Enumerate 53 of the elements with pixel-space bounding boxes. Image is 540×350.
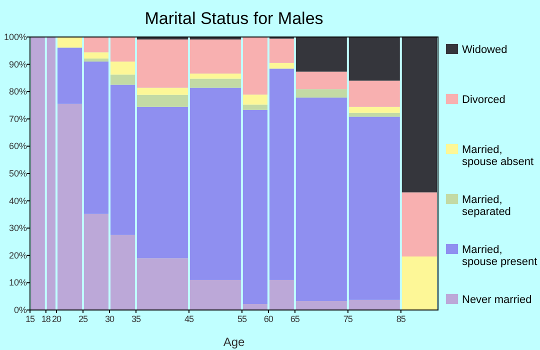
chart-title: Marital Status for Males: [144, 9, 324, 28]
y-tick-label: 50%: [8, 168, 27, 178]
x-axis-title: Age: [223, 335, 245, 349]
y-tick-label: 0%: [14, 305, 27, 315]
x-tick-label: 75: [343, 314, 353, 324]
legend-label: Married, spouse absent: [462, 144, 534, 168]
x-tick-label: 35: [131, 314, 141, 324]
x-tick-label: 18: [41, 314, 51, 324]
bar: [110, 62, 135, 75]
bar: [348, 112, 400, 117]
legend-label: Divorced: [462, 94, 506, 106]
bar: [242, 304, 268, 310]
y-tick-label: 10%: [8, 278, 27, 288]
legend-label: Never married: [462, 294, 532, 306]
bar: [57, 104, 82, 310]
bar: [84, 52, 108, 59]
bar: [136, 94, 188, 107]
y-tick-label: 30%: [8, 223, 27, 234]
bar: [84, 62, 108, 214]
bar: [242, 94, 268, 105]
x-tick-label: 55: [237, 314, 247, 324]
y-tick-label: 90%: [8, 59, 27, 70]
y-tick-label: 80%: [8, 86, 27, 97]
x-tick-label: 25: [78, 314, 88, 324]
x-tick-label: 60: [264, 314, 274, 324]
x-tick-label: 65: [290, 314, 300, 324]
bar: [57, 37, 82, 48]
bar: [57, 48, 82, 104]
y-tick-label: 40%: [8, 196, 27, 206]
bar: [296, 89, 347, 98]
y-tick-label: 70%: [8, 114, 27, 124]
bar: [242, 110, 268, 304]
legend-label: Married, separated: [462, 194, 511, 218]
legend-label: Widowed: [462, 44, 508, 56]
bar: [84, 214, 108, 310]
x-tick-label: 15: [25, 314, 35, 324]
y-tick-label: 100%: [4, 32, 27, 42]
x-tick-label: 30: [104, 314, 114, 324]
bar: [296, 37, 347, 72]
x-tick-label: 20: [52, 314, 62, 324]
y-tick-label: 60%: [8, 141, 27, 152]
bar: [269, 68, 294, 280]
bar: [110, 234, 135, 310]
bar: [348, 37, 400, 81]
bar: [190, 78, 241, 88]
bar: [269, 280, 294, 310]
legend-label: Married, spouse present: [462, 244, 538, 268]
y-tick-label: 20%: [8, 250, 27, 260]
x-tick-label: 85: [396, 314, 406, 324]
bar: [110, 84, 135, 235]
x-tick-label: 45: [184, 314, 194, 324]
bar: [269, 62, 294, 69]
bar: [402, 192, 437, 256]
